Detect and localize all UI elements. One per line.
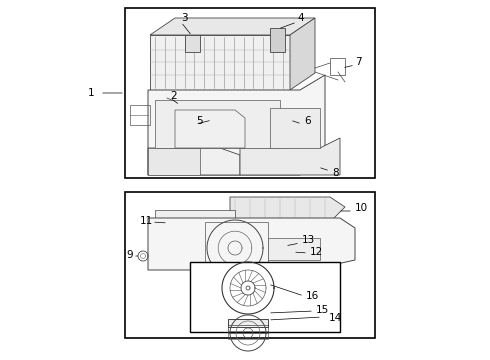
Text: 14: 14	[329, 313, 342, 323]
Polygon shape	[148, 148, 200, 175]
Polygon shape	[240, 138, 340, 175]
Text: 11: 11	[140, 216, 153, 226]
Polygon shape	[230, 197, 345, 222]
Text: 15: 15	[316, 305, 329, 315]
Text: 4: 4	[297, 13, 304, 23]
Text: 16: 16	[306, 291, 319, 301]
Polygon shape	[148, 218, 355, 270]
Text: 9: 9	[126, 250, 133, 260]
Text: 13: 13	[302, 235, 315, 245]
Text: 7: 7	[355, 57, 362, 67]
Text: 5: 5	[196, 116, 203, 126]
Polygon shape	[148, 148, 240, 175]
Polygon shape	[155, 100, 280, 148]
Polygon shape	[155, 210, 235, 240]
Bar	[190, 262, 340, 332]
Bar	[125, 8, 375, 178]
Polygon shape	[150, 18, 315, 35]
Text: 12: 12	[310, 247, 323, 257]
Polygon shape	[175, 110, 245, 148]
Polygon shape	[268, 238, 320, 260]
Polygon shape	[185, 35, 200, 52]
Text: 3: 3	[181, 13, 188, 23]
Polygon shape	[228, 319, 268, 327]
Polygon shape	[290, 18, 315, 90]
Polygon shape	[148, 75, 325, 175]
Polygon shape	[270, 108, 320, 148]
Text: 1: 1	[88, 88, 95, 98]
Text: 2: 2	[170, 91, 176, 101]
Polygon shape	[270, 28, 285, 52]
Polygon shape	[150, 35, 290, 90]
Text: 10: 10	[355, 203, 368, 213]
Bar	[125, 192, 375, 338]
Text: 8: 8	[332, 168, 339, 178]
Text: 6: 6	[304, 116, 311, 126]
